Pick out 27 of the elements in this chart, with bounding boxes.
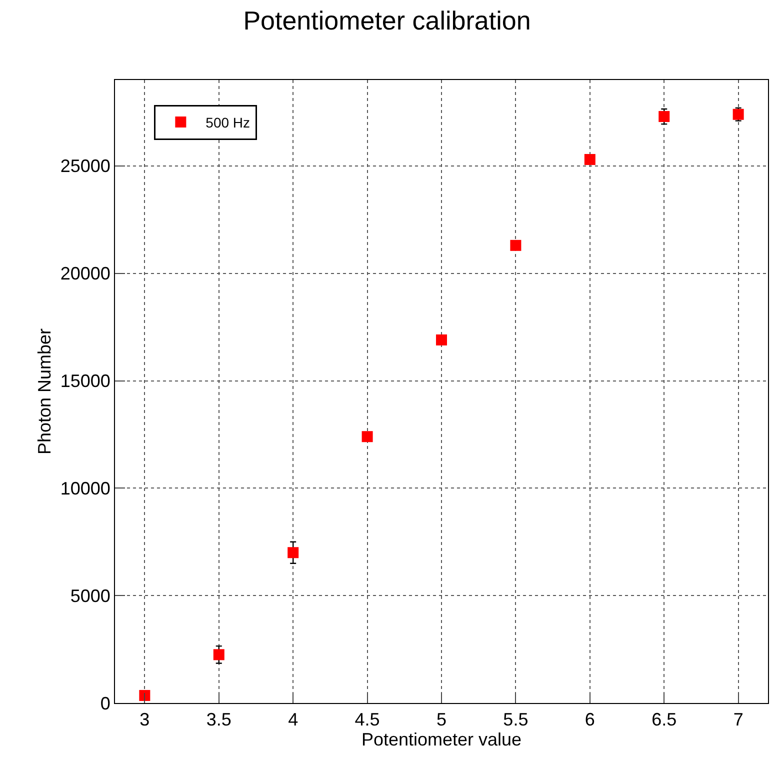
x-axis-title: Potentiometer value <box>361 730 522 750</box>
point <box>362 431 373 442</box>
x-tick-label: 7 <box>733 710 744 730</box>
y-tick-label: 0 <box>100 693 110 714</box>
y-tick-label: 20000 <box>60 264 110 284</box>
x-tick-label: 5.5 <box>503 710 528 730</box>
y-tick-label: 25000 <box>60 156 110 176</box>
point <box>436 334 447 346</box>
x-tick-label: 4 <box>288 710 298 730</box>
point <box>139 690 150 701</box>
point <box>584 154 596 165</box>
y-tick-label: 15000 <box>60 371 110 392</box>
y-tick-label: 5000 <box>70 586 110 606</box>
chart-title: Potentiometer calibration <box>243 6 531 36</box>
x-tick-label: 6.5 <box>652 710 677 730</box>
x-tick-label: 3 <box>140 710 150 730</box>
y-axis-title: Photon Number <box>34 328 55 455</box>
point <box>288 547 299 558</box>
x-tick-label: 5 <box>436 710 447 730</box>
point <box>510 240 522 251</box>
legend-label: 500 Hz <box>206 114 250 130</box>
x-tick-label: 3.5 <box>206 710 232 730</box>
x-tick-label: 4.5 <box>354 710 380 730</box>
point <box>213 649 224 660</box>
point <box>658 111 670 122</box>
y-tick-label: 10000 <box>60 478 110 498</box>
x-tick-label: 6 <box>584 710 595 730</box>
